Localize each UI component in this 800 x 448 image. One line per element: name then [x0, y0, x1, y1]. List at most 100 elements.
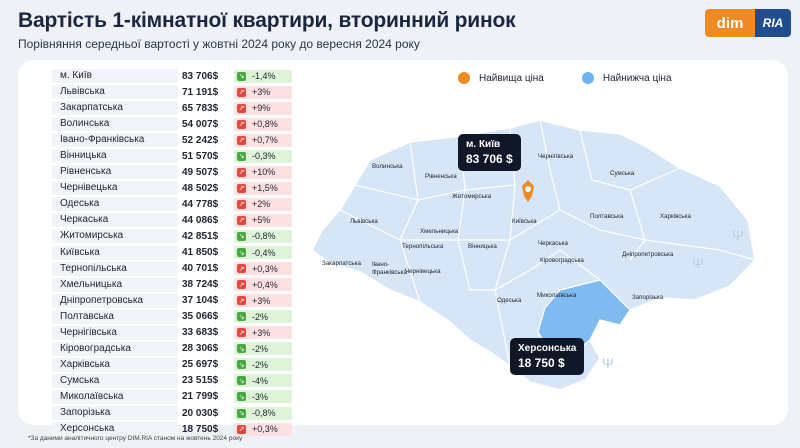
ukraine-map: Ψ Ψ Ψ Волинська Рівненська Житомирська Черн… — [311, 119, 756, 391]
price-change-badge: ↘ -2% — [234, 358, 292, 372]
region-name: Дніпропетровська — [52, 293, 178, 308]
region-name: Миколаївська — [52, 389, 178, 404]
price-change-badge: ↘ -1,4% — [234, 69, 292, 83]
table-row: Полтавська 35 066$ ↘ -2% — [52, 309, 292, 325]
price-change-value: -1,4% — [252, 71, 276, 82]
map-region-label: Закарпатська — [322, 260, 361, 267]
callout-lowest-name: Херсонська — [518, 343, 577, 354]
region-name: Херсонська — [52, 422, 178, 437]
map-region-label: Кіровоградська — [540, 257, 584, 264]
region-price: 33 683$ — [182, 327, 219, 339]
table-row: Чернівецька 48 502$ ↗ +1,5% — [52, 180, 292, 196]
table-row: м. Київ 83 706$ ↘ -1,4% — [52, 68, 292, 84]
price-change-badge: ↗ +0,3% — [234, 262, 292, 276]
table-row: Житомирська 42 851$ ↘ -0,8% — [52, 228, 292, 244]
table-row: Запорізька 20 030$ ↘ -0,8% — [52, 405, 292, 421]
arrow-up-icon: ↗ — [237, 103, 246, 113]
region-price: 71 191$ — [182, 86, 219, 98]
arrow-down-icon: ↘ — [237, 408, 246, 418]
region-name: Запорізька — [52, 406, 178, 420]
arrow-up-icon: ↗ — [237, 167, 246, 177]
map-region-label: Чернівецька — [405, 268, 441, 275]
region-price: 48 502$ — [182, 182, 219, 194]
price-change-value: +10% — [252, 167, 276, 178]
price-change-badge: ↗ +3% — [234, 294, 292, 308]
price-change-value: +0,8% — [252, 119, 278, 130]
price-change-value: +3% — [252, 327, 271, 338]
arrow-down-icon: ↘ — [237, 312, 246, 322]
price-change-badge: ↗ +5% — [234, 213, 292, 227]
price-change-value: -2% — [252, 359, 269, 370]
region-price: 54 007$ — [182, 118, 219, 130]
region-price: 65 783$ — [182, 102, 219, 114]
arrow-down-icon: ↘ — [237, 392, 246, 402]
dim-ria-logo: dim RIA — [705, 9, 791, 37]
region-name: Київська — [52, 245, 178, 260]
arrow-up-icon: ↗ — [237, 264, 246, 274]
map-region-label: Івано-Франківська — [372, 261, 407, 276]
region-price: 18 750$ — [182, 423, 219, 435]
price-change-value: -4% — [252, 375, 269, 386]
price-change-badge: ↘ -4% — [234, 374, 292, 388]
map-region-label: Чернігівська — [538, 153, 574, 160]
trident-icon: Ψ — [602, 355, 614, 371]
table-row: Херсонська 18 750$ ↗ +0,3% — [52, 421, 292, 437]
page-title: Вартість 1-кімнатної квартири, вторинний… — [18, 9, 516, 32]
region-price: 25 697$ — [182, 359, 219, 371]
arrow-up-icon: ↗ — [237, 296, 246, 306]
table-row: Волинська 54 007$ ↗ +0,8% — [52, 116, 292, 132]
map-region-label: Вінницька — [468, 243, 497, 250]
table-row: Кіровоградська 28 306$ ↘ -2% — [52, 341, 292, 357]
price-change-badge: ↗ +3% — [234, 326, 292, 340]
region-price: 51 570$ — [182, 150, 219, 162]
table-row: Дніпропетровська 37 104$ ↗ +3% — [52, 293, 292, 309]
price-change-value: +9% — [252, 103, 271, 114]
region-name: Вінницька — [52, 149, 178, 164]
map-region-label: Сумська — [610, 170, 635, 177]
footnote: *За даними аналітичного центру DIM.RIA с… — [28, 435, 243, 442]
arrow-up-icon: ↗ — [237, 119, 246, 129]
arrow-down-icon: ↘ — [237, 71, 246, 81]
table-row: Харківська 25 697$ ↘ -2% — [52, 357, 292, 373]
map-legend: Найвища ціна Найнижча ціна — [458, 72, 710, 84]
region-name: Полтавська — [52, 309, 178, 324]
arrow-down-icon: ↘ — [237, 231, 246, 241]
region-price: 35 066$ — [182, 311, 219, 323]
table-row: Закарпатська 65 783$ ↗ +9% — [52, 100, 292, 116]
region-name: Харківська — [52, 357, 178, 372]
price-change-value: -0,8% — [252, 231, 276, 242]
region-price: 23 515$ — [182, 375, 219, 387]
region-price: 49 507$ — [182, 166, 219, 178]
region-price: 37 104$ — [182, 295, 219, 307]
price-change-badge: ↘ -3% — [234, 390, 292, 404]
table-row: Тернопільська 40 701$ ↗ +0,3% — [52, 261, 292, 277]
region-price: 41 850$ — [182, 247, 219, 259]
region-price: 40 701$ — [182, 263, 219, 275]
region-price: 42 851$ — [182, 230, 219, 242]
region-name: Одеська — [52, 197, 178, 212]
price-change-badge: ↗ +0,8% — [234, 117, 292, 131]
price-change-badge: ↗ +1,5% — [234, 181, 292, 195]
region-name: м. Київ — [52, 69, 178, 84]
region-price: 44 778$ — [182, 198, 219, 210]
map-region-label: Київська — [512, 218, 537, 225]
logo-ria: RIA — [755, 9, 791, 37]
map-region-kherson — [537, 279, 631, 353]
region-name: Сумська — [52, 373, 178, 388]
region-name: Житомирська — [52, 229, 178, 244]
table-row: Чернігівська 33 683$ ↗ +3% — [52, 325, 292, 341]
region-name: Львівська — [52, 85, 178, 100]
price-table: м. Київ 83 706$ ↘ -1,4% Львівська 71 191$ ↗ +3%… — [52, 68, 292, 437]
map-region-label: Дніпропетровська — [622, 251, 674, 258]
orange-dot-icon — [458, 72, 470, 84]
region-price: 52 242$ — [182, 134, 219, 146]
map-region-kyiv-city — [522, 180, 534, 202]
price-change-badge: ↗ +0,7% — [234, 133, 292, 147]
region-name: Закарпатська — [52, 101, 178, 116]
arrow-up-icon: ↗ — [237, 328, 246, 338]
region-name: Кіровоградська — [52, 341, 178, 356]
arrow-down-icon: ↘ — [237, 360, 246, 370]
map-region-label: Тернопільська — [402, 243, 444, 250]
map-region-label: Запорізька — [632, 294, 664, 301]
arrow-down-icon: ↘ — [237, 344, 246, 354]
